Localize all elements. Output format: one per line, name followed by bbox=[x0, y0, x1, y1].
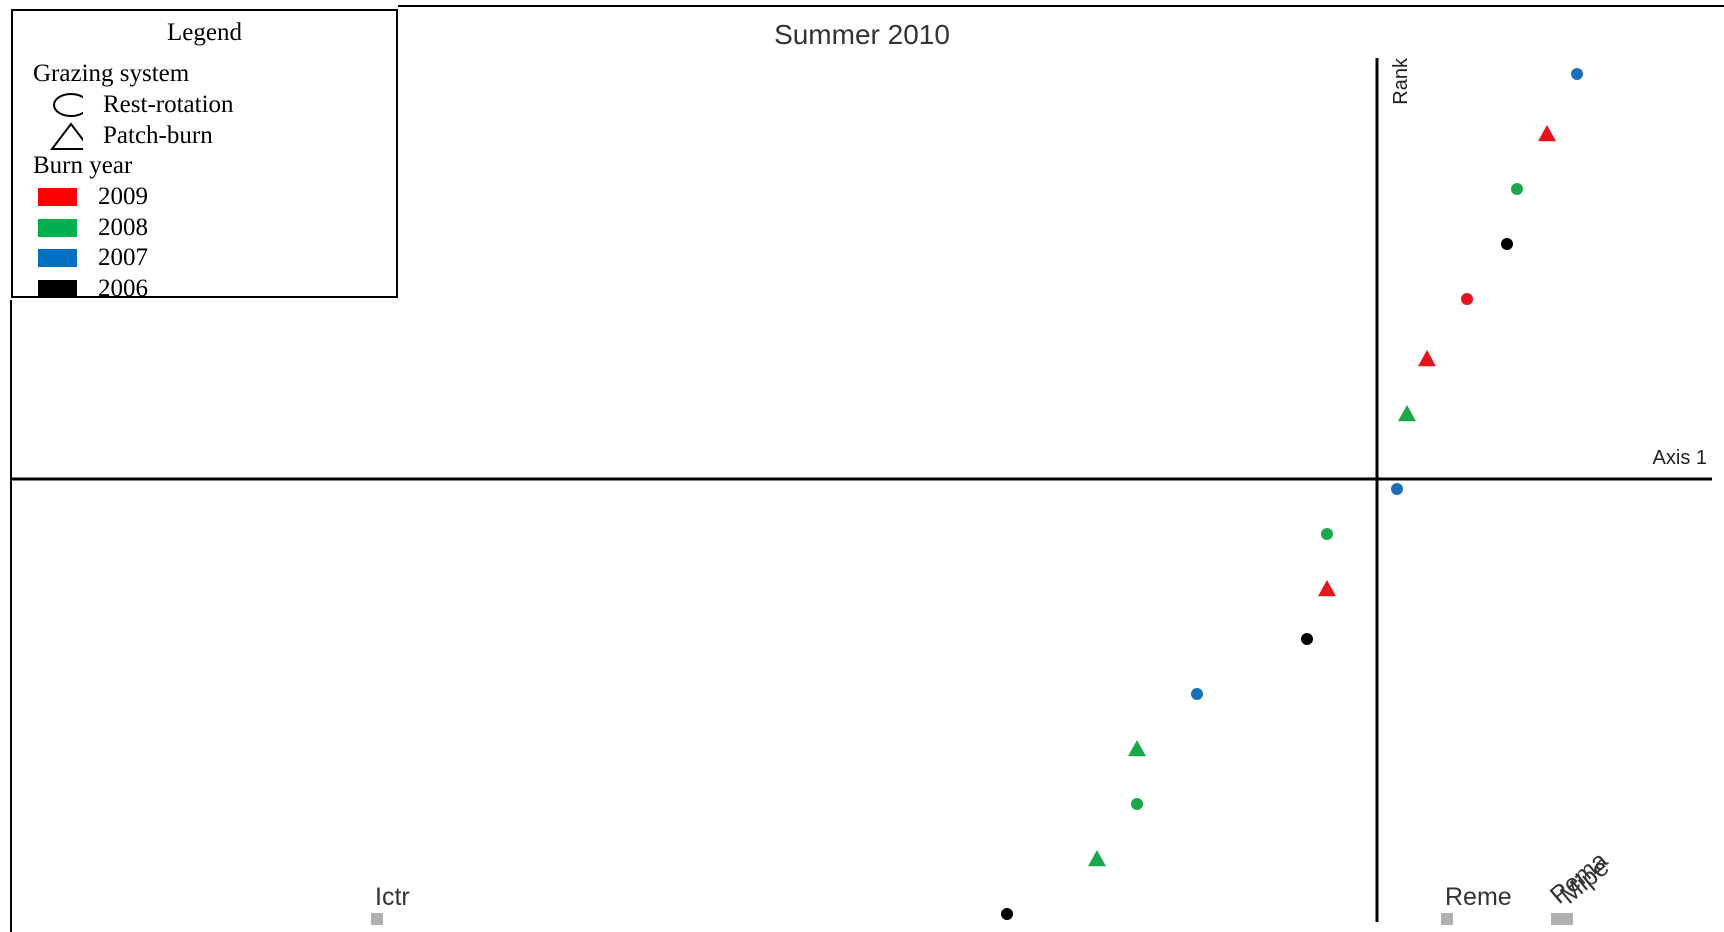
species-marker-mipe bbox=[1561, 913, 1573, 925]
data-point-11 bbox=[1301, 633, 1313, 645]
species-marker-ictr bbox=[371, 913, 383, 925]
legend-swatch-2007 bbox=[38, 249, 77, 267]
legend-swatch-2006 bbox=[38, 280, 77, 298]
x-axis-label: Axis 1 bbox=[1653, 447, 1707, 469]
data-point-13 bbox=[1128, 740, 1146, 757]
data-point-3 bbox=[1511, 183, 1523, 195]
data-point-5 bbox=[1461, 293, 1473, 305]
species-label-ictr: Ictr bbox=[375, 883, 410, 911]
legend-label-rest-rotation: Rest-rotation bbox=[103, 91, 234, 118]
data-point-8 bbox=[1391, 483, 1403, 495]
legend: Legend Grazing system Rest-rotation Patc… bbox=[11, 9, 398, 302]
data-point-16 bbox=[1001, 908, 1013, 920]
legend-label-2006: 2006 bbox=[98, 275, 148, 302]
legend-swatch-2009 bbox=[38, 188, 77, 206]
legend-title: Legend bbox=[167, 19, 242, 46]
legend-label-2008: 2008 bbox=[98, 214, 148, 241]
circle-icon bbox=[53, 93, 83, 117]
data-point-15 bbox=[1088, 850, 1106, 867]
data-point-12 bbox=[1191, 688, 1203, 700]
legend-color-heading: Burn year bbox=[33, 152, 133, 179]
legend-swatch-2008 bbox=[38, 219, 77, 237]
species-label-reme: Reme bbox=[1445, 883, 1512, 911]
legend-shape-heading: Grazing system bbox=[33, 60, 190, 87]
legend-label-2007: 2007 bbox=[98, 244, 148, 271]
species-marker-pema bbox=[1551, 913, 1563, 925]
data-point-7 bbox=[1398, 405, 1416, 422]
triangle-icon bbox=[49, 122, 83, 150]
legend-label-patch-burn: Patch-burn bbox=[103, 122, 213, 149]
data-points bbox=[1001, 68, 1583, 920]
species-marker-reme bbox=[1441, 913, 1453, 925]
data-point-2 bbox=[1538, 125, 1556, 142]
data-point-14 bbox=[1131, 798, 1143, 810]
data-point-1 bbox=[1571, 68, 1583, 80]
y-axis-label: Rank bbox=[1390, 57, 1412, 105]
data-point-10 bbox=[1318, 580, 1336, 597]
chart-title: Summer 2010 bbox=[774, 19, 950, 50]
legend-label-2009: 2009 bbox=[98, 183, 148, 210]
data-point-9 bbox=[1321, 528, 1333, 540]
data-point-6 bbox=[1418, 350, 1436, 367]
data-point-4 bbox=[1501, 238, 1513, 250]
